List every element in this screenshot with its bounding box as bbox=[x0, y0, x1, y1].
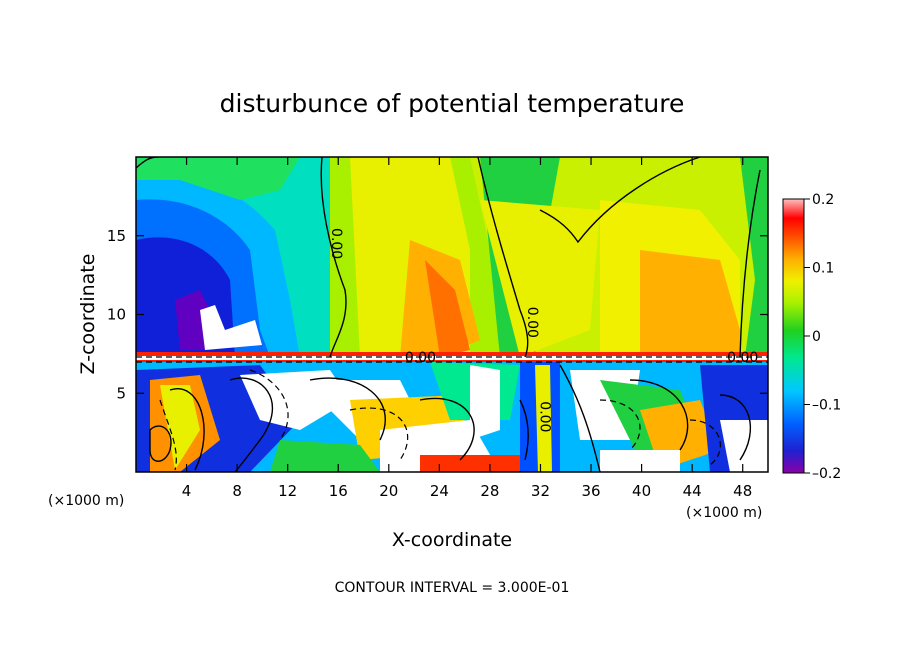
x-unit-left: (×1000 m) bbox=[48, 493, 124, 509]
x-tick-label: 28 bbox=[480, 482, 499, 500]
x-axis-label: X-coordinate bbox=[392, 529, 512, 551]
x-tick-label: 24 bbox=[430, 482, 449, 500]
x-tick-label: 8 bbox=[232, 482, 242, 500]
x-tick-label: 48 bbox=[733, 482, 752, 500]
contour-label: 0.00 bbox=[536, 401, 552, 432]
contour-label: 0.00 bbox=[328, 228, 344, 259]
y-tick-label: 5 bbox=[116, 384, 126, 402]
contour-label: 0.00 bbox=[727, 350, 758, 366]
colorbar-tick-label: 0 bbox=[812, 329, 821, 345]
y-tick-label: 10 bbox=[107, 306, 126, 324]
x-tick-label: 40 bbox=[632, 482, 651, 500]
x-tick-label: 32 bbox=[531, 482, 550, 500]
colorbar-tick-label: 0.1 bbox=[812, 261, 834, 277]
contour-label: 0.00 bbox=[405, 350, 436, 366]
colorbar-scale bbox=[782, 198, 805, 474]
x-tick-label: 44 bbox=[683, 482, 702, 500]
colorbar-tick-label: –0.1 bbox=[812, 398, 841, 414]
colorbar-tick-label: –0.2 bbox=[812, 466, 841, 482]
colorbar-tick-label: 0.2 bbox=[812, 192, 834, 208]
y-tick-label: 15 bbox=[107, 227, 126, 245]
contour-interval: CONTOUR INTERVAL = 3.000E-01 bbox=[335, 580, 570, 596]
x-tick-label: 4 bbox=[182, 482, 192, 500]
x-unit-right: (×1000 m) bbox=[686, 505, 762, 521]
contour-label: 0.00 bbox=[524, 307, 540, 338]
x-axis: 4 8 12 16 20 24 28 32 36 40 44 48 bbox=[182, 157, 752, 500]
y-axis: 5 10 15 bbox=[107, 227, 768, 402]
contour-labels: 0.00 0.00 0.00 0.00 0.00 bbox=[328, 228, 758, 432]
x-tick-label: 36 bbox=[581, 482, 600, 500]
x-tick-label: 20 bbox=[379, 482, 398, 500]
y-axis-label: Z-coordinate bbox=[77, 254, 99, 375]
x-tick-label: 12 bbox=[278, 482, 297, 500]
x-tick-label: 16 bbox=[329, 482, 348, 500]
heatmap-field: 0.00 0.00 0.00 0.00 0.00 bbox=[136, 157, 768, 472]
colorbar: 0.2 0.1 0 –0.1 –0.2 bbox=[782, 192, 841, 482]
chart-title: disturbunce of potential temperature bbox=[220, 89, 685, 118]
